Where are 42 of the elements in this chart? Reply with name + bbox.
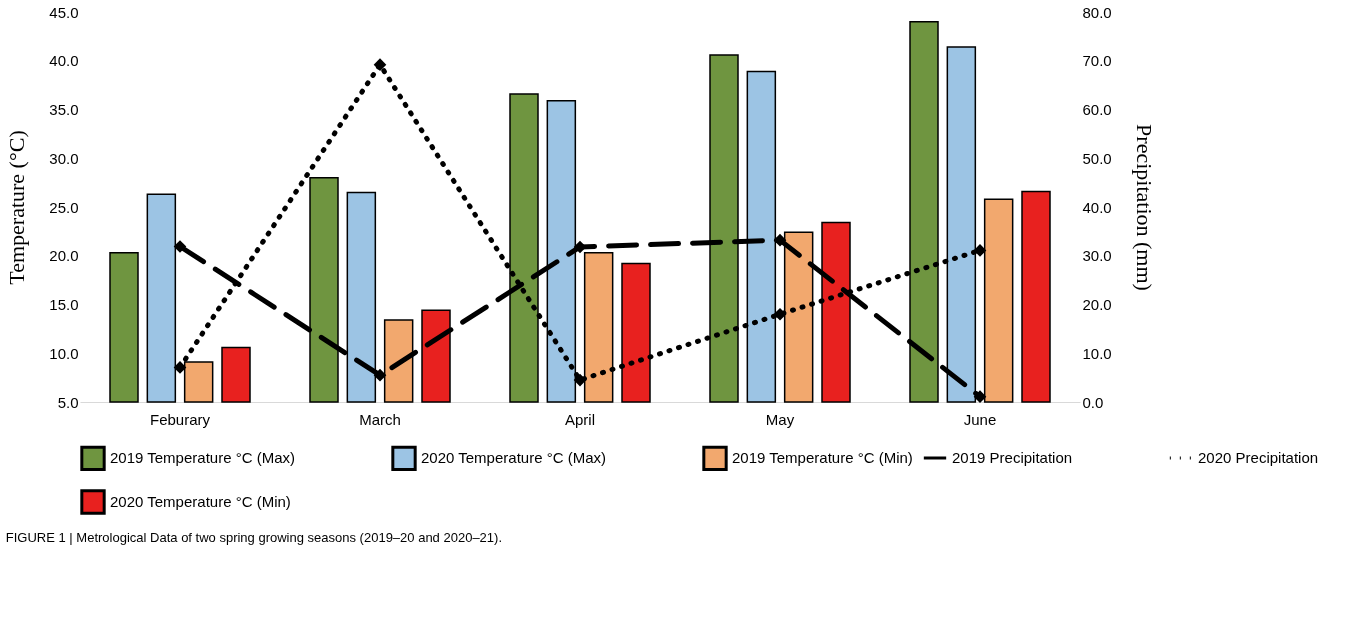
point — [973, 390, 987, 403]
point — [973, 244, 987, 257]
caption: FIGURE 1 | Metrological Data of two spring growing seasons (2019–20 and 2020–21). — [5, 530, 503, 545]
x-tick-label: Feburary — [149, 410, 211, 428]
y-tick-label: 25.0 — [49, 198, 79, 216]
y-tick-label: 10.0 — [49, 344, 79, 362]
y2-tick-label: 80.0 — [1082, 3, 1112, 21]
legend-label: 2020 Temperature °C (Min) — [110, 493, 291, 510]
y2-tick-label: 30.0 — [1082, 247, 1112, 265]
legend-label: 2019 Temperature °C (Max) — [110, 449, 295, 467]
legend-label: 2019 Precipitation — [952, 449, 1073, 466]
point — [573, 240, 587, 254]
x-tick-label: March — [359, 410, 401, 428]
y2-tick-label: 0.0 — [1082, 393, 1104, 411]
y-tick-label: 20.0 — [49, 247, 79, 265]
y-tick-label: 30.0 — [49, 149, 79, 167]
y-tick-label: 15.0 — [49, 296, 79, 313]
x-tick-label: June — [963, 410, 997, 428]
y2-tick-label: 60.0 — [1082, 101, 1112, 118]
y-tick-label: 35.0 — [49, 101, 79, 118]
point — [173, 361, 187, 374]
point — [573, 373, 587, 387]
legend-label: 2020 Precipitation — [1198, 449, 1319, 466]
y2-axis-title: Precipitation (mm) — [1131, 124, 1157, 291]
y2-tick-label: 20.0 — [1082, 296, 1112, 313]
y2-tick-label: 70.0 — [1082, 52, 1112, 70]
legend-label: 2020 Temperature °C (Max) — [421, 449, 606, 467]
y-tick-label: 40.0 — [49, 52, 79, 70]
point — [173, 240, 187, 253]
x-tick-label: April — [564, 410, 596, 428]
y-tick-label: 45.0 — [49, 3, 79, 21]
x-tick-label: May — [765, 410, 795, 428]
legend-label: 2019 Temperature °C (Min) — [732, 449, 913, 467]
y2-tick-label: 10.0 — [1082, 344, 1112, 362]
point — [773, 233, 787, 247]
point — [373, 368, 387, 382]
y2-tick-label: 50.0 — [1082, 149, 1112, 167]
y-tick-label: 5.0 — [57, 393, 79, 411]
point — [773, 307, 787, 321]
y2-tick-label: 40.0 — [1082, 198, 1112, 216]
point — [373, 58, 387, 71]
y-axis-title: Temperature (°C) — [4, 130, 30, 285]
